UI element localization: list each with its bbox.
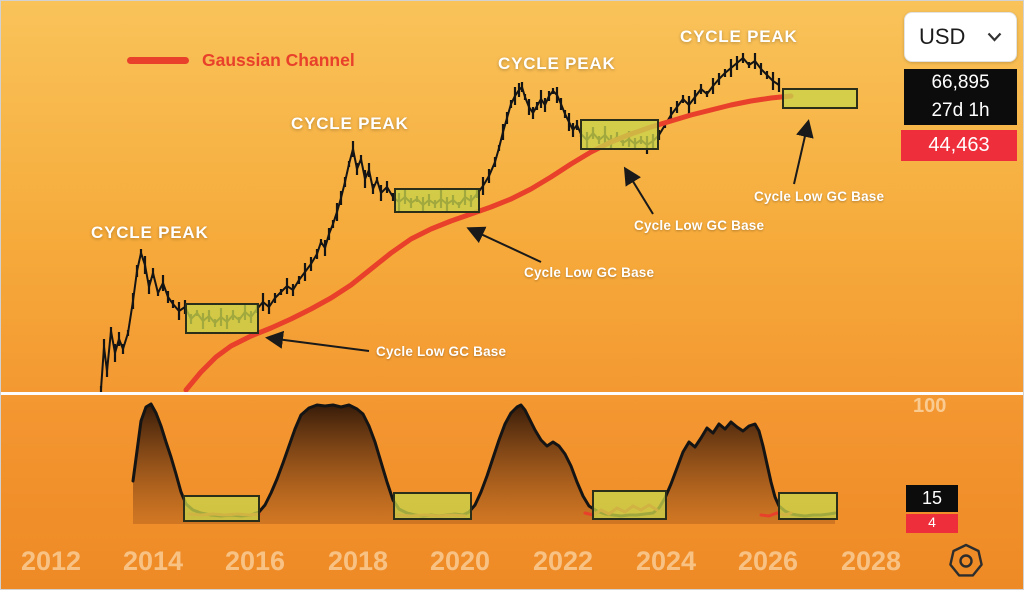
x-axis-year-2014: 2014	[122, 546, 184, 576]
cycle-low-gc-base-label-1: Cycle Low GC Base	[376, 344, 507, 359]
chevron-down-icon	[987, 32, 1002, 42]
x-axis-year-2012: 2012	[20, 546, 82, 576]
x-axis-year-2024: 2024	[635, 546, 697, 576]
x-axis-year-2022: 2022	[532, 546, 594, 576]
candle-countdown-badge: 27d 1h	[904, 97, 1017, 125]
currency-value: USD	[919, 24, 966, 49]
cycle-low-gc-base-label-4: Cycle Low GC Base	[754, 189, 885, 204]
last-price-badge: 66,895	[904, 69, 1017, 97]
x-axis-year-2018: 2018	[327, 546, 389, 576]
oscillator-scale-100-label: 100	[913, 395, 947, 417]
gaussian-channel-legend[interactable]: Gaussian Channel	[127, 50, 355, 71]
gaussian-channel-label: Gaussian Channel	[202, 50, 355, 70]
gaussian-channel-swatch-icon	[127, 57, 189, 64]
cycle-peak-label-2013: CYCLE PEAK	[91, 223, 209, 242]
panel-separator	[1, 392, 1023, 395]
cycle-peak-label-2021: CYCLE PEAK	[498, 54, 616, 73]
cycle-peak-label-2017: CYCLE PEAK	[291, 114, 409, 133]
x-axis-year-2020: 2020	[429, 546, 491, 576]
cycle-low-gc-base-label-3: Cycle Low GC Base	[634, 218, 765, 233]
cycle-low-gc-base-label-2: Cycle Low GC Base	[524, 265, 655, 280]
x-axis-year-2028: 2028	[840, 546, 902, 576]
oscillator-value-badge: 15	[906, 485, 958, 512]
currency-selector[interactable]: USD	[904, 12, 1017, 62]
cycle-peak-label-2025: CYCLE PEAK	[680, 27, 798, 46]
oscillator-secondary-value-badge: 4	[906, 514, 958, 533]
gaussian-channel-price-badge: 44,463	[901, 130, 1017, 161]
settings-gear-icon[interactable]	[945, 541, 987, 581]
x-axis-year-2026: 2026	[737, 546, 799, 576]
x-axis-year-2016: 2016	[224, 546, 286, 576]
